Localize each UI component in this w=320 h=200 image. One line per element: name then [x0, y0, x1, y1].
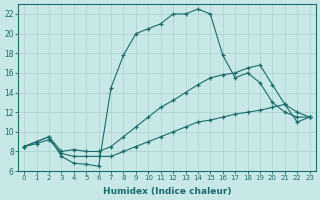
- X-axis label: Humidex (Indice chaleur): Humidex (Indice chaleur): [103, 187, 231, 196]
